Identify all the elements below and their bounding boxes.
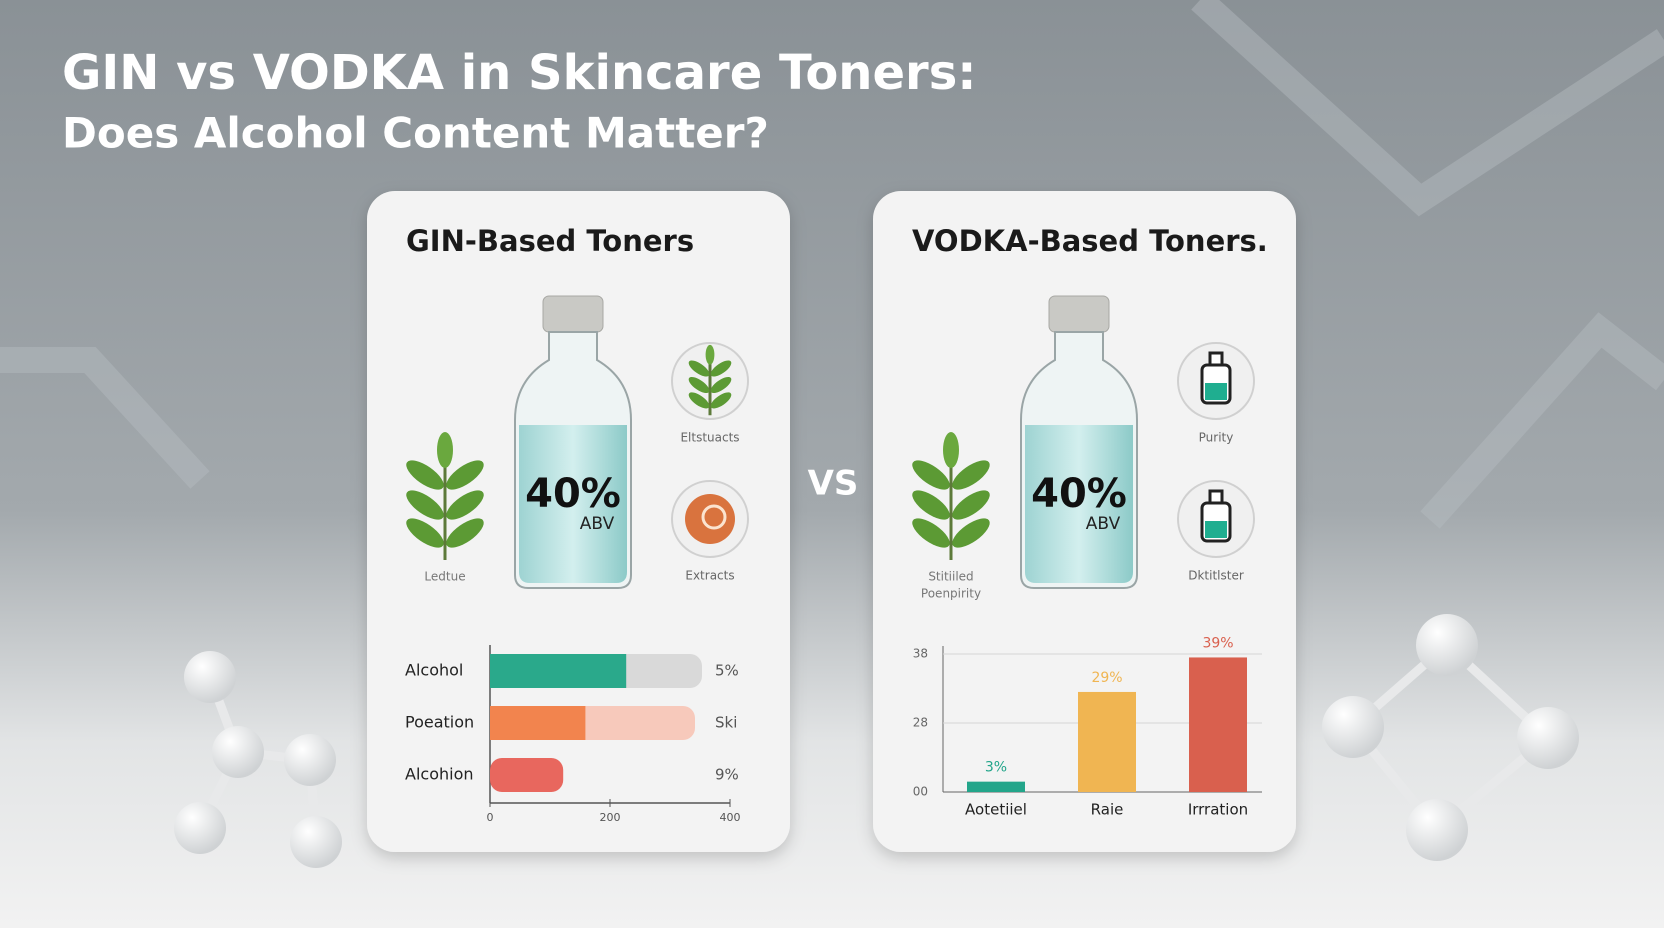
leaf — [406, 460, 444, 490]
bar-note: 5% — [715, 662, 739, 680]
bottle-cap — [1048, 295, 1110, 333]
card: VODKA-Based Toners. 40%ABV Stitiiled Poenpi… — [873, 191, 1296, 852]
leaf — [952, 460, 990, 490]
abv-value: 40% — [1031, 471, 1127, 517]
x-tick-label: 200 — [600, 811, 621, 824]
abv-unit: ABV — [1086, 514, 1121, 534]
leaf — [912, 490, 950, 520]
value-label: 3% — [985, 760, 1007, 776]
leaf — [446, 460, 484, 490]
leaf — [446, 518, 484, 548]
icon-art — [1205, 521, 1227, 538]
bottle-liquid — [1025, 425, 1133, 583]
icon-label: Poenpirity — [921, 587, 981, 601]
y-tick-label: 28 — [913, 716, 928, 730]
leaf — [710, 360, 732, 377]
abv-value: 40% — [525, 471, 621, 517]
bar — [1189, 657, 1247, 792]
leaf — [912, 518, 950, 548]
card-title: VODKA-Based Toners. — [912, 224, 1268, 258]
leaf — [952, 518, 990, 548]
leaf — [912, 460, 950, 490]
icon-label: Eltstuacts — [680, 431, 739, 445]
icon-label: Dktitlster — [1188, 569, 1244, 583]
icon-art — [1208, 489, 1224, 505]
leaf — [688, 360, 710, 377]
bottle-liquid — [519, 425, 627, 583]
card-title: GIN-Based Toners — [406, 224, 694, 258]
vs-label: VS — [808, 464, 859, 504]
leaf — [406, 518, 444, 548]
icon-art — [1208, 351, 1224, 367]
icon-label: Purity — [1199, 431, 1234, 445]
y-tick-label: 38 — [913, 647, 928, 661]
category-label: Aotetiiel — [965, 801, 1027, 819]
bar — [490, 654, 627, 688]
bar-note: 9% — [715, 766, 739, 784]
x-tick-label: 400 — [720, 811, 741, 824]
x-tick-label: 0 — [487, 811, 494, 824]
category-label: Irrration — [1188, 801, 1248, 819]
leaf — [952, 490, 990, 520]
icon-art — [701, 504, 727, 530]
category-label: Poeation — [405, 713, 474, 732]
leaf — [688, 376, 710, 394]
leaf — [446, 490, 484, 520]
leaf — [406, 490, 444, 520]
category-label: Raie — [1091, 801, 1124, 819]
bar — [1078, 691, 1136, 792]
molecule-left — [174, 651, 342, 868]
y-tick-label: 00 — [913, 785, 928, 799]
bottle-cap — [542, 295, 604, 333]
bar — [967, 781, 1025, 792]
category-label: Alcohol — [405, 661, 463, 680]
category-label: Alcohion — [405, 765, 474, 784]
bar — [490, 706, 586, 740]
value-label: 39% — [1202, 635, 1233, 651]
icon-label: Ledtue — [424, 570, 465, 584]
card: GIN-Based Toners 40%ABV Ledtue Eltstuacts Ex… — [367, 191, 790, 852]
subtitle: Does Alcohol Content Matter? — [62, 109, 769, 158]
bar-note: Ski — [715, 714, 737, 732]
leaf — [688, 392, 710, 409]
leaf — [943, 432, 959, 468]
icon-label: Stitiiled — [928, 570, 973, 584]
abv-unit: ABV — [580, 514, 615, 534]
icon-art — [685, 494, 735, 544]
leaf — [710, 376, 732, 394]
background-shapes — [0, 0, 1664, 529]
bar — [490, 758, 564, 792]
icon-label: Extracts — [685, 569, 734, 583]
leaf — [710, 392, 732, 409]
leaf — [437, 432, 453, 468]
molecule-right — [1322, 614, 1579, 861]
title: GIN vs VODKA in Skincare Toners: — [62, 45, 976, 101]
leaf — [705, 344, 715, 365]
value-label: 29% — [1091, 670, 1122, 686]
icon-art — [1205, 383, 1227, 400]
